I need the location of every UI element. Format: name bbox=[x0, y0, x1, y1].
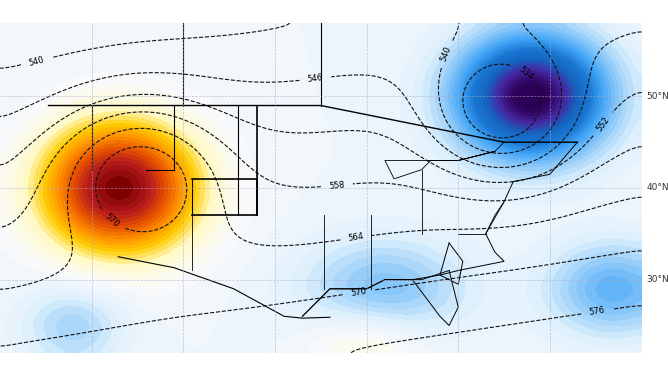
Text: 570: 570 bbox=[350, 287, 367, 298]
Text: 40°N: 40°N bbox=[646, 183, 668, 193]
Text: 534: 534 bbox=[517, 64, 535, 81]
Text: 558: 558 bbox=[329, 180, 345, 191]
Text: 540: 540 bbox=[28, 55, 45, 67]
Text: 570: 570 bbox=[103, 212, 121, 229]
Text: 552: 552 bbox=[595, 115, 611, 133]
Text: 546: 546 bbox=[307, 73, 324, 84]
Text: 540: 540 bbox=[440, 45, 454, 63]
Text: 564: 564 bbox=[347, 232, 365, 243]
Text: 50°N: 50°N bbox=[646, 92, 668, 101]
Text: 576: 576 bbox=[589, 306, 606, 317]
Text: 30°N: 30°N bbox=[646, 275, 668, 284]
